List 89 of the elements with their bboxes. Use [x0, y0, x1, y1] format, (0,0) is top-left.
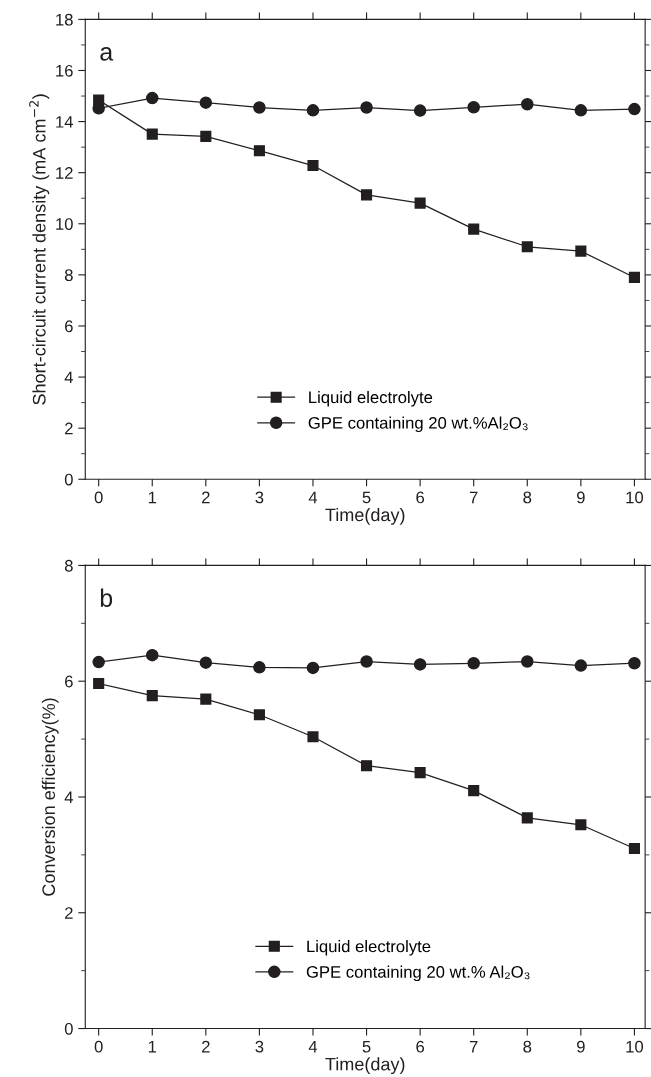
point: [413, 658, 427, 671]
point: [199, 96, 213, 109]
point: [253, 709, 265, 721]
point: [306, 104, 320, 117]
point: [199, 656, 213, 669]
point: [360, 101, 373, 114]
point: [92, 655, 105, 669]
point: [200, 693, 212, 705]
x-tick-label: 6: [416, 491, 425, 504]
point: [360, 760, 373, 772]
y-axis-title: Conversion efficiency(%): [41, 698, 59, 896]
x-axis-title: Time(day): [325, 1057, 405, 1075]
x-tick-label: 0: [94, 491, 103, 504]
point: [575, 819, 587, 831]
x-tick-label: 2: [202, 491, 210, 504]
point: [146, 128, 158, 140]
y-tick-label: 0: [64, 1022, 73, 1035]
x-tick-label: 3: [255, 1040, 264, 1053]
y-tick-label: 12: [56, 167, 73, 179]
legend-label: Liquid electrolyte: [309, 391, 433, 407]
y-tick-label: 4: [64, 371, 73, 384]
point: [146, 690, 158, 702]
y-tick-label: 8: [64, 269, 73, 282]
annotation: a: [100, 47, 114, 61]
y-tick-label: 10: [56, 218, 73, 230]
point: [414, 197, 426, 209]
point: [360, 655, 373, 668]
x-tick-label: 5: [362, 491, 371, 504]
x-tick-label: 8: [523, 491, 532, 504]
x-tick-label: 3: [255, 491, 264, 504]
y-tick-label: 14: [56, 116, 73, 128]
annotation: b: [100, 588, 113, 607]
point: [253, 101, 266, 114]
point: [521, 241, 533, 253]
x-tick-label: 9: [577, 1040, 585, 1053]
x-tick-label: 10: [626, 491, 644, 504]
x-tick-label: 0: [94, 1040, 103, 1053]
point: [360, 189, 373, 201]
x-tick-label: 4: [308, 491, 318, 504]
y-tick-label: 16: [56, 64, 73, 77]
y-tick-label: 2: [65, 422, 73, 435]
x-tick-label: 8: [523, 1040, 532, 1053]
point: [468, 223, 480, 235]
x-tick-label: 10: [626, 1040, 644, 1053]
point: [413, 104, 427, 117]
x-tick-label: 2: [202, 1040, 210, 1053]
y-tick-label: 6: [65, 675, 73, 688]
y-tick-label: 8: [64, 559, 73, 572]
point: [467, 657, 480, 670]
y-tick-label: 6: [65, 320, 73, 333]
point: [307, 159, 319, 172]
y-tick-label: 4: [64, 791, 73, 804]
point: [306, 661, 320, 675]
x-tick-label: 5: [362, 1040, 371, 1053]
y-tick-label: 0: [64, 473, 73, 486]
x-axis-title: Time(day): [325, 508, 405, 525]
point: [575, 245, 587, 257]
point: [468, 785, 480, 797]
point: [628, 271, 640, 283]
point: [145, 648, 159, 662]
y-axis-title: Short-circuit current density (mA cm$^{−2}$): [29, 94, 50, 405]
y-tick-label: 18: [56, 13, 73, 26]
y-tick-label: 2: [65, 907, 73, 919]
point: [93, 677, 105, 690]
x-tick-label: 1: [148, 491, 157, 504]
x-tick-label: 7: [469, 491, 478, 504]
x-tick-label: 6: [416, 1040, 425, 1053]
point: [253, 145, 265, 157]
point: [307, 731, 319, 743]
point: [521, 812, 533, 824]
x-tick-label: 4: [308, 1040, 318, 1053]
legend-label: GPE containing 20 wt.% Al₂O₃: [306, 965, 530, 982]
point: [628, 842, 640, 855]
point: [467, 101, 480, 114]
point: [628, 657, 641, 670]
x-tick-label: 7: [469, 1040, 478, 1053]
legend-label: Liquid electrolyte: [307, 940, 431, 956]
legend-label: GPE containing 20 wt.%Al₂O₃: [308, 416, 528, 433]
point: [521, 655, 534, 668]
point: [414, 767, 426, 779]
point: [200, 130, 212, 142]
x-tick-label: 1: [148, 1040, 157, 1053]
point: [145, 91, 159, 105]
point: [253, 661, 266, 674]
point: [521, 97, 534, 111]
point: [628, 102, 641, 116]
point: [574, 104, 588, 117]
x-tick-label: 9: [577, 491, 585, 504]
point: [574, 659, 588, 672]
